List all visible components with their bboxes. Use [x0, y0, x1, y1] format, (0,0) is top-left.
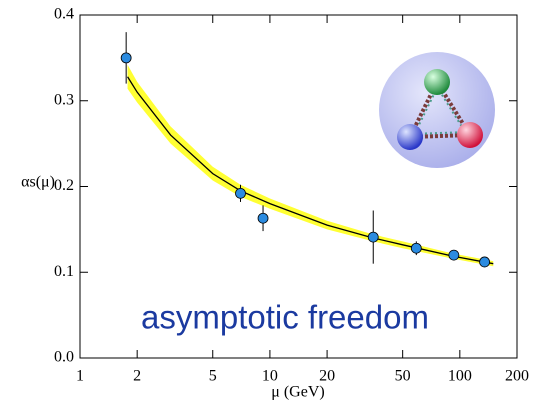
x-tick-label: 200: [505, 368, 529, 385]
x-tick-label: 100: [448, 368, 472, 385]
x-tick-label: 5: [209, 368, 217, 385]
y-tick-label: 0.0: [54, 349, 74, 366]
x-tick-label: 10: [262, 368, 278, 385]
y-axis-label: αs(μ): [21, 174, 55, 191]
y-tick-label: 0.3: [54, 91, 74, 108]
data-point: [235, 187, 246, 199]
y-tick-label: 0.4: [54, 6, 74, 23]
x-tick-label: 1: [76, 368, 84, 385]
annotation: asymptotic freedom: [141, 299, 429, 336]
x-tick-label: 20: [319, 368, 335, 385]
x-tick-label: 2: [133, 368, 141, 385]
data-point: [410, 242, 422, 254]
data-point: [367, 231, 379, 243]
data-point: [448, 249, 460, 261]
data-point: [257, 212, 269, 224]
quark-icon: [379, 52, 495, 168]
x-axis-label: μ (GeV): [271, 384, 324, 401]
uncertainty-band: [127, 64, 494, 267]
y-tick-label: 0.1: [54, 263, 74, 280]
x-tick-label: 50: [395, 368, 411, 385]
data-point: [120, 52, 132, 64]
data-point: [479, 256, 490, 268]
y-tick-label: 0.2: [54, 177, 74, 194]
